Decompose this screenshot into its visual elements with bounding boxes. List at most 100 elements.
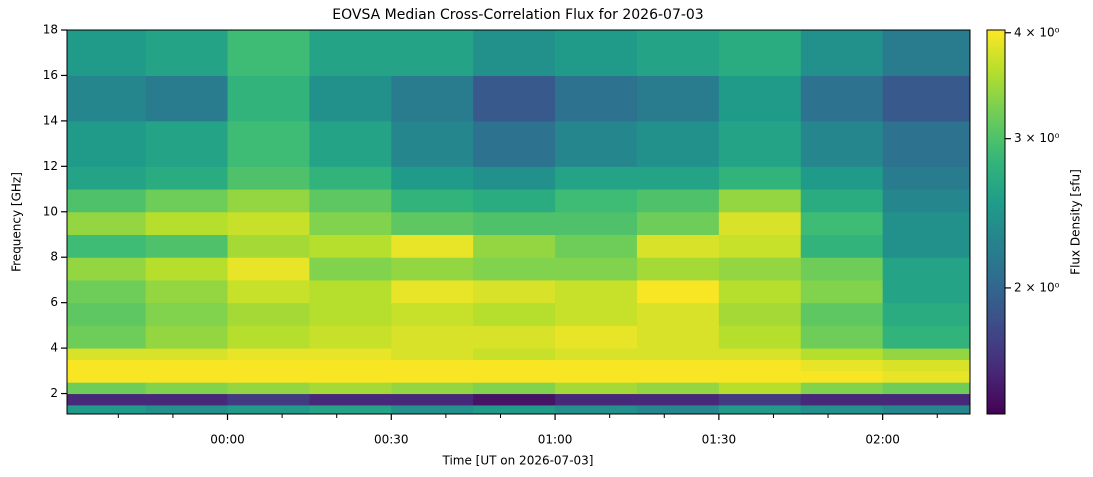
heatmap-cell <box>718 234 802 258</box>
heatmap-cell <box>718 166 802 190</box>
heatmap-cell <box>718 30 802 76</box>
colorbar <box>986 29 1006 415</box>
heatmap-cell <box>473 325 556 349</box>
heatmap-cell <box>718 257 802 281</box>
heatmap-cell <box>882 279 970 304</box>
heatmap-cell <box>555 189 638 213</box>
heatmap-cell <box>800 279 884 304</box>
heatmap-cell <box>67 302 147 326</box>
y-tick-label: 14 <box>43 113 58 127</box>
heatmap-cell <box>309 279 392 304</box>
heatmap-cell <box>391 359 474 372</box>
heatmap-cell <box>391 120 474 167</box>
heatmap-cell <box>555 234 638 258</box>
heatmap-cell <box>145 359 229 372</box>
heatmap-cell <box>555 404 638 414</box>
heatmap-cell <box>145 404 229 414</box>
x-tick-label: 01:30 <box>702 433 737 447</box>
heatmap-cell <box>309 211 392 235</box>
heatmap-cell <box>145 302 229 326</box>
heatmap-cell <box>555 325 638 349</box>
heatmap-cell <box>391 348 474 360</box>
heatmap-cell <box>718 393 802 406</box>
heatmap-cell <box>309 393 392 406</box>
heatmap-cell <box>391 404 474 414</box>
heatmap-cell <box>145 348 229 360</box>
heatmap-cell <box>145 234 229 258</box>
heatmap-cell <box>473 382 556 395</box>
heatmap-cell <box>636 234 720 258</box>
heatmap-cell <box>67 189 147 213</box>
heatmap-cell <box>555 382 638 395</box>
x-tick-label: 02:00 <box>865 433 900 447</box>
heatmap-cell <box>800 189 884 213</box>
heatmap-cell <box>800 393 884 406</box>
heatmap-cell <box>882 189 970 213</box>
heatmap-cell <box>555 30 638 76</box>
heatmap-cell <box>309 348 392 360</box>
heatmap-cell <box>227 382 310 395</box>
heatmap-cell <box>391 75 474 122</box>
heatmap-cell <box>227 348 310 360</box>
colorbar-tick-label: 2 × 10⁰ <box>1014 280 1060 294</box>
heatmap-cell <box>227 166 310 190</box>
heatmap-cell <box>227 189 310 213</box>
heatmap-cell <box>636 30 720 76</box>
heatmap <box>67 30 970 414</box>
heatmap-cell <box>882 166 970 190</box>
heatmap-cell <box>555 302 638 326</box>
heatmap-cell <box>227 359 310 372</box>
heatmap-cell <box>473 279 556 304</box>
heatmap-cell <box>636 359 720 372</box>
heatmap-cell <box>473 30 556 76</box>
heatmap-cell <box>145 279 229 304</box>
heatmap-cell <box>636 302 720 326</box>
heatmap-cell <box>309 120 392 167</box>
heatmap-cell <box>636 382 720 395</box>
y-tick-label: 18 <box>43 23 58 37</box>
heatmap-cell <box>391 30 474 76</box>
heatmap-cell <box>800 30 884 76</box>
heatmap-cell <box>145 189 229 213</box>
heatmap-cell <box>718 359 802 372</box>
heatmap-cell <box>391 166 474 190</box>
heatmap-cell <box>555 211 638 235</box>
heatmap-cell <box>718 189 802 213</box>
heatmap-cell <box>227 120 310 167</box>
y-tick-label: 4 <box>50 341 58 355</box>
heatmap-cell <box>718 404 802 414</box>
y-tick-label: 6 <box>50 295 58 309</box>
heatmap-cell <box>67 393 147 406</box>
heatmap-cell <box>800 404 884 414</box>
heatmap-cell <box>309 404 392 414</box>
heatmap-cell <box>636 166 720 190</box>
heatmap-cell <box>882 120 970 167</box>
heatmap-cell <box>636 393 720 406</box>
heatmap-cell <box>473 211 556 235</box>
heatmap-cell <box>473 189 556 213</box>
heatmap-cell <box>636 189 720 213</box>
heatmap-cell <box>67 370 147 383</box>
y-tick-label: 2 <box>50 386 58 400</box>
heatmap-cell <box>227 404 310 414</box>
heatmap-cell <box>473 404 556 414</box>
heatmap-cell <box>555 348 638 360</box>
heatmap-cell <box>800 211 884 235</box>
heatmap-cell <box>67 404 147 414</box>
heatmap-cell <box>145 370 229 383</box>
heatmap-cell <box>800 120 884 167</box>
heatmap-cell <box>800 348 884 360</box>
heatmap-cell <box>882 404 970 414</box>
heatmap-cell <box>309 75 392 122</box>
heatmap-cell <box>309 382 392 395</box>
heatmap-cell <box>718 325 802 349</box>
heatmap-cell <box>473 393 556 406</box>
heatmap-cell <box>227 279 310 304</box>
heatmap-cell <box>67 348 147 360</box>
y-tick-label: 16 <box>43 68 58 82</box>
heatmap-cell <box>636 370 720 383</box>
heatmap-cell <box>718 382 802 395</box>
heatmap-cell <box>227 370 310 383</box>
y-axis-label: Frequency [GHz] <box>10 172 24 272</box>
heatmap-cell <box>67 166 147 190</box>
